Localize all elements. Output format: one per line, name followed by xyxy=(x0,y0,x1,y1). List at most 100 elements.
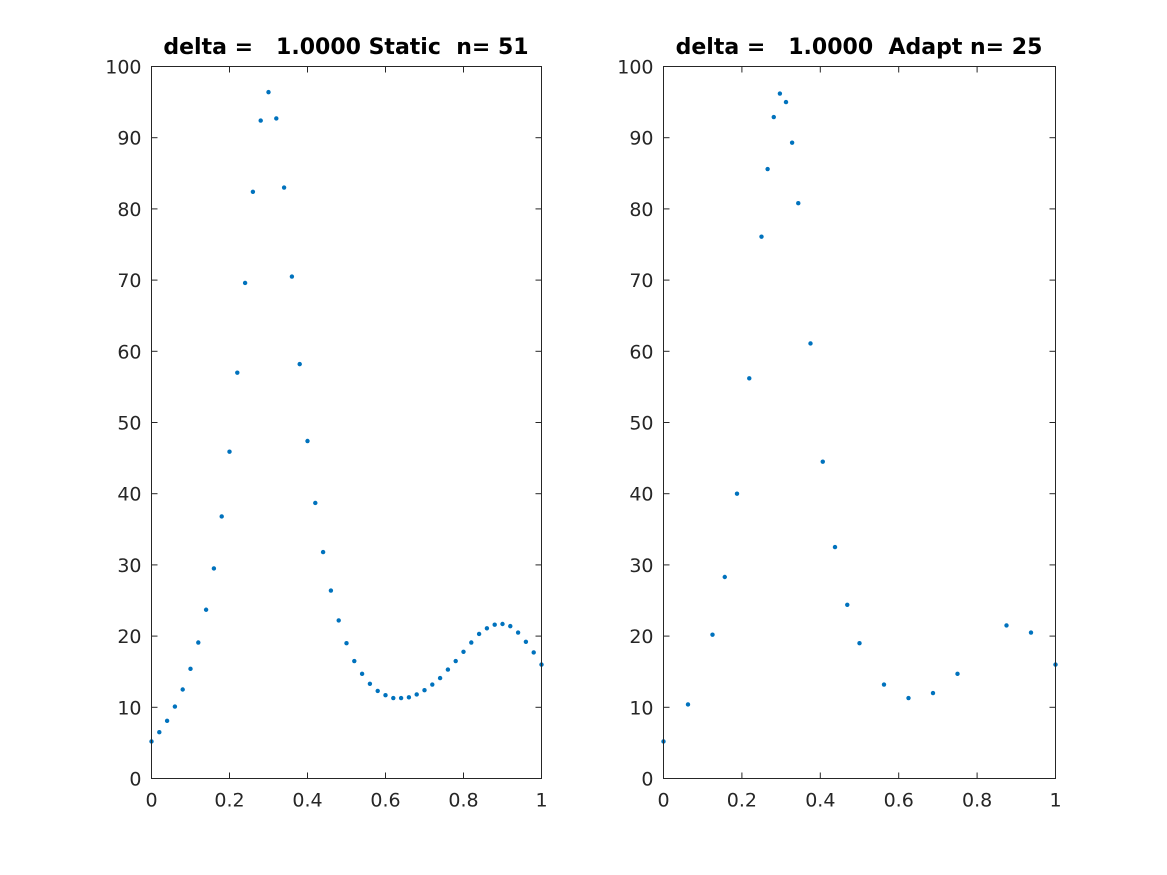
adapt-x-tick-label: 0.8 xyxy=(962,790,992,812)
static-x-tick-label: 0.8 xyxy=(448,790,478,812)
adapt-data-point xyxy=(796,201,801,206)
static-data-point xyxy=(375,688,380,694)
static-data-point xyxy=(531,650,536,655)
static-data-point xyxy=(422,688,427,693)
static-data-point xyxy=(500,621,505,627)
static-data-point xyxy=(367,681,373,687)
adapt-data-point xyxy=(881,682,887,687)
static-data-point xyxy=(313,500,318,506)
static-data-point xyxy=(437,675,443,681)
static-y-tick-label: 80 xyxy=(117,199,141,221)
static-data-point xyxy=(445,667,451,672)
static-y-tick-label: 20 xyxy=(117,626,141,648)
adapt-data-point xyxy=(783,99,789,105)
adapt-y-tick-label: 50 xyxy=(629,413,653,435)
adapt-y-tick-label: 80 xyxy=(629,199,653,221)
adapt-data-point xyxy=(777,91,783,96)
static-data-point xyxy=(391,695,396,701)
adapt-data-point xyxy=(1028,630,1034,635)
static-data-point xyxy=(266,89,271,95)
static-data-point xyxy=(227,449,232,454)
static-data-point xyxy=(250,189,256,195)
static-panel-title: delta = 1.0000 Static n= 51 xyxy=(163,35,528,60)
static-data-point xyxy=(281,185,287,190)
static-data-point xyxy=(515,630,521,635)
adapt-x-tick-label: 0 xyxy=(657,790,669,812)
static-y-tick-label: 100 xyxy=(105,57,141,79)
static-y-tick-label: 70 xyxy=(117,270,141,292)
adapt-data-point xyxy=(722,574,727,580)
static-data-point xyxy=(180,687,185,692)
static-data-point xyxy=(414,692,419,697)
static-x-tick-label: 0 xyxy=(145,790,157,812)
static-y-tick-label: 10 xyxy=(117,697,141,719)
static-y-tick-label: 50 xyxy=(117,413,141,435)
static-data-point xyxy=(164,718,170,724)
adapt-y-tick-label: 70 xyxy=(629,270,653,292)
static-data-point xyxy=(352,658,357,664)
static-data-point xyxy=(211,566,217,571)
adapt-data-point xyxy=(759,234,764,239)
adapt-panel-axes xyxy=(663,66,1056,779)
static-data-point xyxy=(235,370,240,375)
adapt-data-point xyxy=(845,602,850,607)
static-data-point xyxy=(523,639,529,644)
adapt-x-tick-label: 0.2 xyxy=(727,790,757,812)
adapt-data-point xyxy=(710,632,715,637)
adapt-y-tick-label: 0 xyxy=(641,769,653,791)
adapt-data-point xyxy=(955,671,960,677)
static-data-point xyxy=(430,682,435,687)
static-data-point xyxy=(383,692,388,698)
static-data-point xyxy=(157,730,162,735)
adapt-panel: delta = 1.0000 Adapt n= 25 0 0.2 0.4 0.6 0.8… xyxy=(617,35,1061,812)
adapt-data-point xyxy=(789,140,795,145)
adapt-y-tick-label: 90 xyxy=(629,128,653,150)
adapt-data-point xyxy=(685,702,691,707)
static-data-point xyxy=(336,618,341,623)
static-data-point xyxy=(258,118,263,123)
static-data-point xyxy=(289,274,295,279)
static-data-point xyxy=(172,704,178,709)
adapt-y-tick-label: 10 xyxy=(629,697,653,719)
static-x-tick-label: 0.2 xyxy=(214,790,244,812)
static-data-point xyxy=(219,514,224,519)
static-data-point xyxy=(508,623,513,629)
static-panel-axes xyxy=(151,66,542,779)
adapt-data-point xyxy=(857,641,862,646)
adapt-x-tick-label: 1 xyxy=(1049,790,1061,812)
static-panel: delta = 1.0000 Static n= 51 0 0.2 0.4 0.6 0.… xyxy=(105,35,547,812)
static-data-point xyxy=(461,649,466,654)
static-data-point xyxy=(305,438,310,444)
static-data-point xyxy=(297,361,302,367)
static-y-tick-label: 90 xyxy=(117,128,141,150)
static-data-point xyxy=(453,658,458,664)
adapt-data-point xyxy=(820,459,825,464)
adapt-data-point xyxy=(930,690,936,696)
static-data-point xyxy=(203,607,209,612)
adapt-y-tick-label: 100 xyxy=(617,57,653,79)
adapt-y-tick-label: 60 xyxy=(629,341,653,363)
static-data-point xyxy=(406,695,412,700)
adapt-panel-title: delta = 1.0000 Adapt n= 25 xyxy=(676,35,1043,60)
static-data-point xyxy=(398,695,404,701)
static-data-point xyxy=(476,631,482,637)
static-data-point xyxy=(492,622,497,627)
adapt-data-point xyxy=(771,114,776,120)
adapt-data-point xyxy=(747,376,752,381)
static-y-tick-label: 30 xyxy=(117,555,141,577)
adapt-data-point xyxy=(1004,623,1009,628)
static-data-point xyxy=(242,280,248,286)
static-y-tick-label: 60 xyxy=(117,341,141,363)
adapt-panel-marks xyxy=(661,91,1058,744)
static-data-point xyxy=(484,626,490,631)
static-x-tick-label: 0.4 xyxy=(292,790,322,812)
adapt-data-point xyxy=(765,166,770,172)
static-x-tick-label: 1 xyxy=(535,790,547,812)
adapt-y-tick-label: 30 xyxy=(629,555,653,577)
static-data-point xyxy=(196,640,201,645)
static-data-point xyxy=(188,666,193,672)
static-panel-marks xyxy=(149,89,544,744)
static-data-point xyxy=(344,641,349,646)
